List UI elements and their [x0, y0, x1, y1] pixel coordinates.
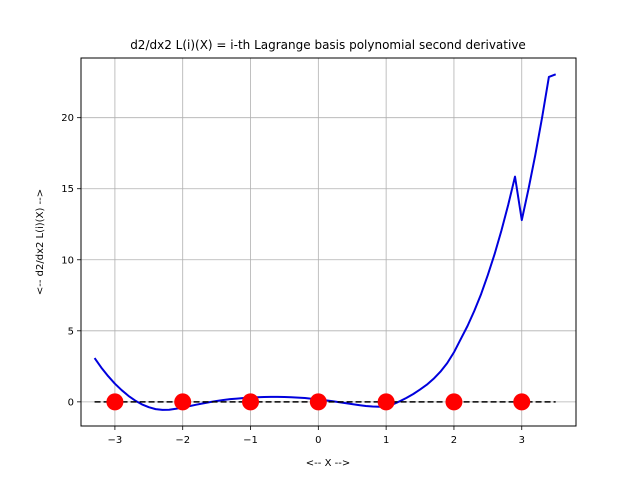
- y-tick-label: 20: [61, 113, 74, 124]
- y-tick-label: 10: [61, 255, 74, 266]
- node-marker: [174, 393, 192, 411]
- node-marker: [445, 393, 463, 411]
- axes-frame: [80, 57, 577, 427]
- node-marker: [106, 393, 124, 411]
- node-marker: [513, 393, 531, 411]
- x-tick-label: −2: [175, 435, 190, 446]
- x-tick-label: −3: [108, 435, 123, 446]
- x-tick-label: 2: [451, 435, 457, 446]
- y-axis-label: <-- d2/dx2 L(i)(X) -->: [35, 189, 46, 295]
- y-tick-label: 0: [68, 397, 74, 408]
- chart-title: d2/dx2 L(i)(X) = i-th Lagrange basis pol…: [130, 38, 526, 52]
- x-tick-label: 3: [519, 435, 525, 446]
- x-tick-label: 0: [315, 435, 321, 446]
- y-tick-label: 15: [61, 184, 74, 195]
- plot-area: [93, 73, 557, 411]
- x-axis-label: <-- X -->: [306, 458, 350, 469]
- y-tick-label: 5: [68, 326, 74, 337]
- node-marker: [309, 393, 327, 411]
- ticks: −3 −2 −1 0 1 2 3 0 5 10 15 20: [61, 113, 525, 446]
- x-tick-label: −1: [243, 435, 258, 446]
- node-marker: [377, 393, 395, 411]
- x-tick-label: 1: [383, 435, 389, 446]
- node-marker: [242, 393, 260, 411]
